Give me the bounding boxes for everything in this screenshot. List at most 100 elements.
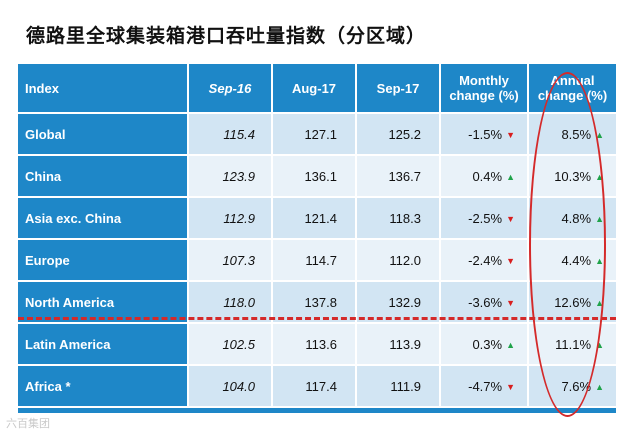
cell-monthly-change-value: 0.3% xyxy=(472,336,503,352)
header-monthly-line1: Monthly xyxy=(459,73,509,88)
cell-sep16-value: 115.4 xyxy=(223,126,255,142)
cell-sep17: 136.7 xyxy=(356,155,441,198)
page-title: 德路里全球集装箱港口吞吐量指数（分区域） xyxy=(26,25,427,47)
region-label: China xyxy=(18,155,189,198)
cell-aug17-value: 114.7 xyxy=(305,252,337,268)
cell-monthly-change: 0.4% ▲ xyxy=(440,155,529,198)
cell-monthly-change-value: -2.5% xyxy=(468,210,503,226)
cell-sep17: 132.9 xyxy=(356,281,441,324)
cell-monthly-change-value: -1.5% xyxy=(468,126,503,142)
table-row: Africa * 104.0 117.4 111.9 -4.7% ▼ 7.6% ▲ xyxy=(18,365,616,408)
cell-sep17-value: 132.9 xyxy=(388,294,421,310)
cell-aug17: 121.4 xyxy=(272,197,357,240)
cell-monthly-change: -2.4% ▼ xyxy=(440,239,529,282)
cell-monthly-change-value: 0.4% xyxy=(472,168,503,184)
cell-sep16: 107.3 xyxy=(188,239,273,282)
table-row: Asia exc. China 112.9 121.4 118.3 -2.5% ▼ 4.8%… xyxy=(18,197,616,240)
cell-aug17: 136.1 xyxy=(272,155,357,198)
cell-monthly-change: -4.7% ▼ xyxy=(440,365,529,408)
cell-aug17: 117.4 xyxy=(272,365,357,408)
triangle-down-icon: ▼ xyxy=(506,255,515,266)
cell-aug17: 113.6 xyxy=(272,323,357,366)
red-dashed-separator xyxy=(18,317,616,320)
region-label-value: North America xyxy=(25,294,115,310)
header-monthly-change: Monthly change (%) xyxy=(440,64,529,114)
cell-monthly-change-value: -3.6% xyxy=(468,294,503,310)
cell-sep16: 123.9 xyxy=(188,155,273,198)
throughput-index-table: Index Sep-16 Aug-17 Sep-17 Monthly chang… xyxy=(18,64,616,408)
triangle-down-icon: ▼ xyxy=(506,381,515,392)
cell-aug17-value: 121.4 xyxy=(304,210,337,226)
cell-aug17-value: 127.1 xyxy=(304,126,337,142)
cell-sep17: 125.2 xyxy=(356,113,441,156)
triangle-down-icon: ▼ xyxy=(506,297,515,308)
region-label: Asia exc. China xyxy=(18,197,189,240)
cell-sep16-value: 123.9 xyxy=(222,168,255,184)
cell-sep17-value: 112.0 xyxy=(389,252,421,268)
cell-sep16: 118.0 xyxy=(188,281,273,324)
triangle-up-icon: ▲ xyxy=(595,129,604,140)
header-sep17: Sep-17 xyxy=(356,64,441,114)
cell-sep16: 115.4 xyxy=(188,113,273,156)
cell-sep17-value: 118.3 xyxy=(389,210,421,226)
cell-aug17-value: 117.4 xyxy=(305,378,337,394)
cell-sep17: 118.3 xyxy=(356,197,441,240)
cell-monthly-change-value: -2.4% xyxy=(468,252,503,268)
region-label-value: Asia exc. China xyxy=(25,210,122,226)
region-label: North America xyxy=(18,281,189,324)
triangle-down-icon: ▼ xyxy=(506,129,515,140)
cell-sep16-value: 104.0 xyxy=(222,378,255,394)
region-label: Africa * xyxy=(18,365,189,408)
cell-sep16-value: 107.3 xyxy=(222,252,255,268)
cell-sep17: 113.9 xyxy=(356,323,441,366)
triangle-up-icon: ▲ xyxy=(506,171,515,182)
region-label: Europe xyxy=(18,239,189,282)
cell-monthly-change-value: -4.7% xyxy=(468,378,503,394)
cell-monthly-change: -1.5% ▼ xyxy=(440,113,529,156)
table-row: Europe 107.3 114.7 112.0 -2.4% ▼ 4.4% ▲ xyxy=(18,239,616,282)
header-index: Index xyxy=(18,64,189,114)
triangle-down-icon: ▼ xyxy=(506,213,515,224)
watermark: 六百集团 xyxy=(6,417,50,430)
region-label-value: Global xyxy=(25,126,66,142)
table-row: China 123.9 136.1 136.7 0.4% ▲ 10.3% ▲ xyxy=(18,155,616,198)
cell-aug17-value: 113.6 xyxy=(305,336,337,352)
cell-sep16-value: 118.0 xyxy=(223,294,255,310)
cell-sep16: 112.9 xyxy=(188,197,273,240)
triangle-up-icon: ▲ xyxy=(595,381,604,392)
region-label-value: Europe xyxy=(25,252,70,268)
cell-sep16: 104.0 xyxy=(188,365,273,408)
region-label-value: Africa * xyxy=(25,378,71,394)
region-label-value: Latin America xyxy=(25,336,111,352)
triangle-up-icon: ▲ xyxy=(506,339,515,350)
triangle-up-icon: ▲ xyxy=(595,339,604,350)
cell-aug17: 137.8 xyxy=(272,281,357,324)
cell-sep16-value: 112.9 xyxy=(223,210,255,226)
cell-sep17-value: 125.2 xyxy=(388,126,421,142)
header-aug17: Aug-17 xyxy=(272,64,357,114)
cell-sep16: 102.5 xyxy=(188,323,273,366)
cell-aug17-value: 136.1 xyxy=(304,168,337,184)
cell-monthly-change: -2.5% ▼ xyxy=(440,197,529,240)
cell-aug17: 127.1 xyxy=(272,113,357,156)
table-row: Global 115.4 127.1 125.2 -1.5% ▼ 8.5% ▲ xyxy=(18,113,616,156)
header-sep16: Sep-16 xyxy=(188,64,273,114)
table-container: Index Sep-16 Aug-17 Sep-17 Monthly chang… xyxy=(18,64,616,413)
table-body: Global 115.4 127.1 125.2 -1.5% ▼ 8.5% ▲ China 123… xyxy=(18,113,616,408)
cell-sep17-value: 136.7 xyxy=(388,168,421,184)
region-label: Latin America xyxy=(18,323,189,366)
cell-sep17: 111.9 xyxy=(356,365,441,408)
cell-monthly-change: -3.6% ▼ xyxy=(440,281,529,324)
cell-monthly-change: 0.3% ▲ xyxy=(440,323,529,366)
cell-sep17: 112.0 xyxy=(356,239,441,282)
header-monthly-line2: change (%) xyxy=(449,88,519,103)
table-row: Latin America 102.5 113.6 113.9 0.3% ▲ 11.1% ▲ xyxy=(18,323,616,366)
region-label-value: China xyxy=(25,168,62,184)
cell-sep16-value: 102.5 xyxy=(222,336,255,352)
cell-sep17-value: 113.9 xyxy=(389,336,421,352)
cell-aug17: 114.7 xyxy=(272,239,357,282)
region-label: Global xyxy=(18,113,189,156)
cell-aug17-value: 137.8 xyxy=(304,294,337,310)
annual-change-highlight-ellipse xyxy=(529,72,606,417)
cell-sep17-value: 111.9 xyxy=(390,378,421,394)
